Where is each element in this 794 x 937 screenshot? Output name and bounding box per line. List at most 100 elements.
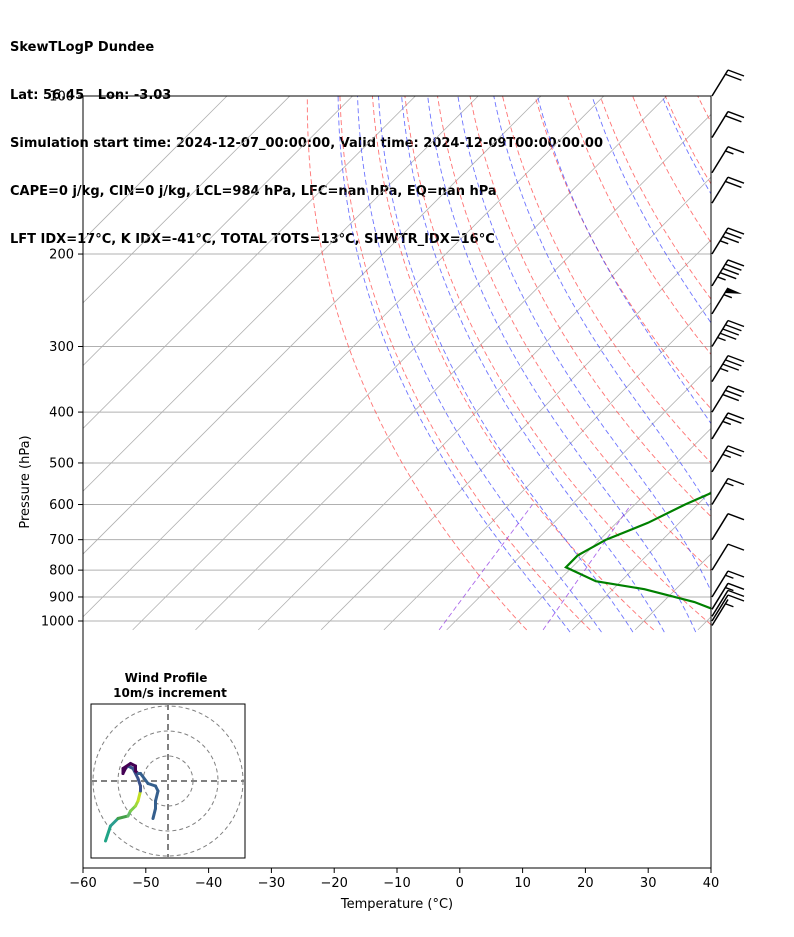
barb-full (725, 263, 742, 271)
barb-full (727, 589, 745, 598)
isotherm--150 (83, 96, 291, 304)
x-tick-label: −20 (320, 876, 347, 891)
hodograph-segment (154, 789, 160, 803)
x-tick-label: 0 (456, 876, 464, 891)
barb-half (719, 240, 729, 245)
barb-shaft (711, 543, 729, 571)
wind-barb (711, 582, 745, 610)
isotherm-10 (761, 96, 794, 630)
moist-adiabat (401, 96, 665, 633)
isotherm--120 (83, 96, 479, 492)
y-tick-label: 800 (49, 564, 74, 579)
moist-adiabat (378, 96, 634, 633)
wind-barb (711, 319, 745, 347)
x-tick-label: −60 (69, 876, 96, 891)
y-tick-label: 1000 (41, 615, 74, 630)
barb-shaft (711, 259, 729, 287)
isotherm--160 (83, 96, 228, 241)
inset-subtitle: 10m/s increment (113, 686, 227, 700)
y-tick-label: 100 (49, 90, 74, 105)
moist-adiabat (337, 96, 571, 633)
moist-adiabat (457, 96, 711, 593)
isotherm--50 (383, 302, 711, 631)
x-tick-label: 10 (514, 876, 531, 891)
barb-full (727, 176, 745, 184)
y-tick-label: 200 (49, 248, 74, 263)
wind-barb (711, 513, 745, 541)
barb-shaft (711, 594, 729, 622)
barb-full (725, 115, 742, 123)
barb-half (723, 294, 733, 299)
moist-adiabat (661, 96, 711, 195)
isotherm--110 (83, 96, 542, 555)
hodograph-segment (121, 762, 132, 770)
wind-barb (711, 385, 745, 413)
isotherm--10 (634, 553, 711, 631)
barb-full (722, 235, 740, 244)
isotherm-0 (697, 616, 711, 631)
wind-barb (711, 599, 734, 626)
dry-adiabat (664, 96, 711, 185)
barb-full (727, 227, 745, 235)
barb-full (722, 363, 740, 371)
barb-half (722, 453, 732, 459)
wind-barb (711, 287, 742, 315)
barb-shaft (711, 320, 729, 347)
x-tick-label: −10 (383, 876, 410, 891)
dry-adiabat (306, 96, 528, 631)
barb-shaft (711, 599, 729, 626)
barb-full (725, 324, 742, 332)
barb-shaft (711, 69, 729, 97)
x-tick-label: 40 (703, 876, 720, 891)
dry-adiabat (599, 96, 711, 300)
dry-adiabat (404, 96, 711, 626)
barb-full (725, 449, 742, 457)
barb-full (722, 328, 740, 336)
wind-barb (711, 259, 745, 287)
moist-adiabat (754, 96, 794, 632)
barb-full (727, 513, 745, 521)
barb-full (727, 110, 745, 119)
barb-shaft (711, 513, 729, 541)
barb-half (719, 367, 729, 373)
barb-half (725, 574, 734, 579)
hodograph-segment (109, 817, 120, 828)
barb-shaft (711, 287, 729, 315)
barb-full (722, 267, 740, 276)
isotherm--30 (509, 427, 711, 631)
mixing-ratio-line (542, 504, 632, 631)
barb-shaft (711, 355, 729, 383)
moist-adiabat (536, 96, 711, 425)
wind-barb (711, 412, 745, 440)
inset-title: Wind Profile (125, 671, 208, 685)
barb-half (717, 336, 726, 342)
barb-shaft (711, 590, 729, 617)
barb-full (727, 385, 745, 393)
barb-full (722, 393, 740, 402)
wind-barb (711, 570, 745, 598)
hodograph-segment (139, 772, 150, 785)
wind-barb (711, 477, 745, 505)
isotherm--70 (258, 176, 711, 631)
y-axis-label: Pressure (hPa) (18, 435, 33, 528)
barb-full (727, 69, 745, 77)
hodograph-segment (151, 807, 157, 820)
barb-full (727, 354, 745, 363)
barb-full (719, 332, 737, 340)
barb-full (725, 389, 742, 397)
y-tick-label: 600 (49, 498, 74, 513)
hodograph-segment (131, 767, 140, 780)
dry-adiabat (371, 96, 655, 631)
barb-full (727, 259, 745, 267)
hodograph-segment (116, 814, 130, 820)
data-layer (564, 491, 711, 610)
barb-half (725, 150, 734, 155)
mixing-ratio-line (438, 504, 533, 631)
isotherm--140 (83, 96, 353, 367)
barb-half (717, 276, 726, 281)
isotherm--40 (446, 365, 711, 631)
hodograph-segment (136, 789, 142, 803)
barb-full (719, 272, 737, 280)
barb-full (727, 445, 745, 453)
barb-shaft (711, 412, 729, 440)
